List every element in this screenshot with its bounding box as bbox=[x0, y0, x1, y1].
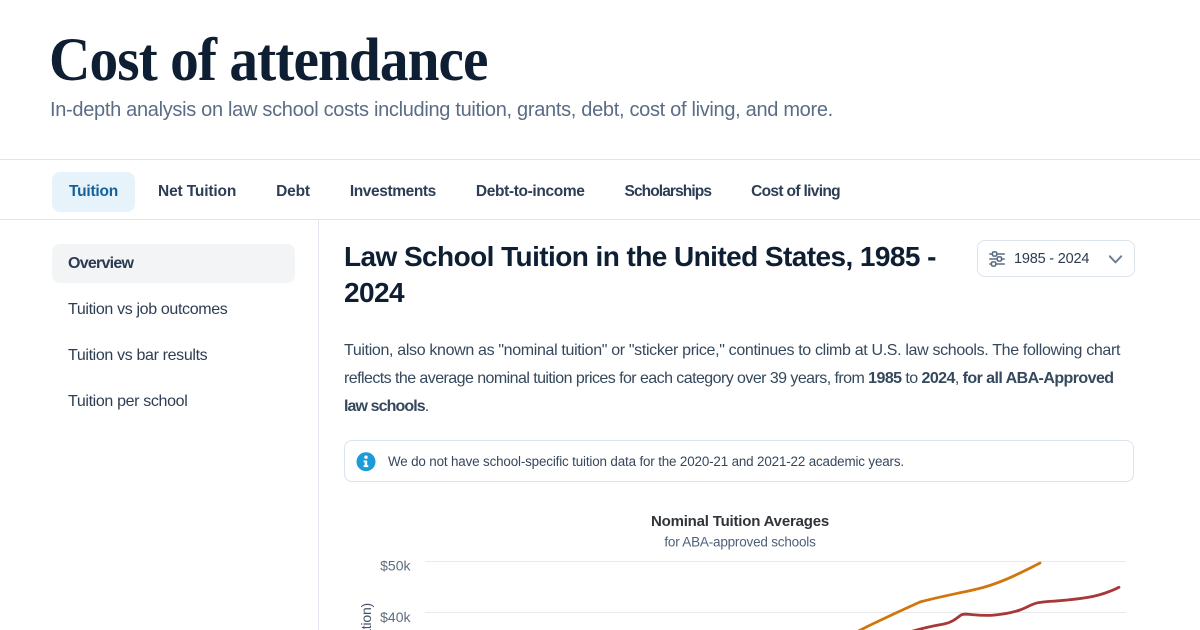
svg-text:Nominal Tuition Averages: Nominal Tuition Averages bbox=[651, 513, 829, 530]
svg-text:for ABA-approved schools: for ABA-approved schools bbox=[664, 535, 816, 550]
svg-text:$50k: $50k bbox=[380, 558, 411, 574]
svg-text:Average Tuition (not adjusted: Average Tuition (not adjusted for inflat… bbox=[358, 603, 374, 630]
svg-text:$40k: $40k bbox=[380, 609, 411, 625]
